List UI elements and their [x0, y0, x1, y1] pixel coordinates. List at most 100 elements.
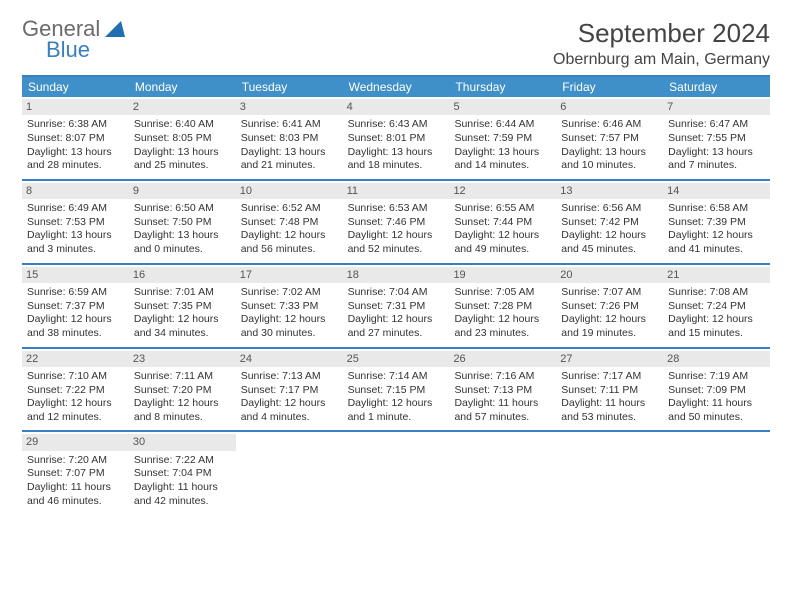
sunrise-text: Sunrise: 6:46 AM [561, 118, 658, 132]
sunrise-text: Sunrise: 7:16 AM [454, 370, 551, 384]
sunrise-text: Sunrise: 7:19 AM [668, 370, 765, 384]
title-block: September 2024 Obernburg am Main, German… [553, 18, 770, 69]
day1-text: Daylight: 12 hours [561, 229, 658, 243]
sunrise-text: Sunrise: 7:02 AM [241, 286, 338, 300]
sunset-text: Sunset: 7:44 PM [454, 216, 551, 230]
calendar: SundayMondayTuesdayWednesdayThursdayFrid… [22, 75, 770, 514]
day-number: 9 [129, 183, 236, 199]
day-number: 22 [22, 351, 129, 367]
weeks-container: 1Sunrise: 6:38 AMSunset: 8:07 PMDaylight… [22, 97, 770, 514]
sunrise-text: Sunrise: 6:47 AM [668, 118, 765, 132]
day2-text: and 41 minutes. [668, 243, 765, 257]
sunset-text: Sunset: 7:37 PM [27, 300, 124, 314]
sail-icon [105, 21, 127, 43]
sunset-text: Sunset: 7:55 PM [668, 132, 765, 146]
day1-text: Daylight: 13 hours [561, 146, 658, 160]
day-cell: 13Sunrise: 6:56 AMSunset: 7:42 PMDayligh… [556, 181, 663, 263]
day-cell: 17Sunrise: 7:02 AMSunset: 7:33 PMDayligh… [236, 265, 343, 347]
sunrise-text: Sunrise: 6:53 AM [348, 202, 445, 216]
day2-text: and 56 minutes. [241, 243, 338, 257]
header-bar: General Blue September 2024 Obernburg am… [22, 18, 770, 69]
sunset-text: Sunset: 7:35 PM [134, 300, 231, 314]
day-cell-empty [236, 432, 343, 514]
sunset-text: Sunset: 7:28 PM [454, 300, 551, 314]
sunset-text: Sunset: 7:22 PM [27, 384, 124, 398]
sunset-text: Sunset: 7:39 PM [668, 216, 765, 230]
day-number: 27 [556, 351, 663, 367]
day2-text: and 18 minutes. [348, 159, 445, 173]
day2-text: and 8 minutes. [134, 411, 231, 425]
day2-text: and 15 minutes. [668, 327, 765, 341]
day-cell: 14Sunrise: 6:58 AMSunset: 7:39 PMDayligh… [663, 181, 770, 263]
day1-text: Daylight: 13 hours [134, 229, 231, 243]
week-row: 8Sunrise: 6:49 AMSunset: 7:53 PMDaylight… [22, 181, 770, 265]
week-row: 1Sunrise: 6:38 AMSunset: 8:07 PMDaylight… [22, 97, 770, 181]
day-number: 8 [22, 183, 129, 199]
sunrise-text: Sunrise: 7:22 AM [134, 454, 231, 468]
weekday-header: Wednesday [343, 77, 450, 97]
day-cell: 8Sunrise: 6:49 AMSunset: 7:53 PMDaylight… [22, 181, 129, 263]
weekday-header: Friday [556, 77, 663, 97]
sunrise-text: Sunrise: 7:13 AM [241, 370, 338, 384]
day1-text: Daylight: 12 hours [348, 397, 445, 411]
day1-text: Daylight: 12 hours [241, 229, 338, 243]
day-cell: 20Sunrise: 7:07 AMSunset: 7:26 PMDayligh… [556, 265, 663, 347]
day-number: 3 [236, 99, 343, 115]
day1-text: Daylight: 12 hours [134, 313, 231, 327]
day2-text: and 23 minutes. [454, 327, 551, 341]
sunrise-text: Sunrise: 6:44 AM [454, 118, 551, 132]
sunrise-text: Sunrise: 7:20 AM [27, 454, 124, 468]
day2-text: and 4 minutes. [241, 411, 338, 425]
day-cell: 22Sunrise: 7:10 AMSunset: 7:22 PMDayligh… [22, 349, 129, 431]
sunrise-text: Sunrise: 6:56 AM [561, 202, 658, 216]
sunset-text: Sunset: 7:13 PM [454, 384, 551, 398]
day-cell: 6Sunrise: 6:46 AMSunset: 7:57 PMDaylight… [556, 97, 663, 179]
weekday-header: Thursday [449, 77, 556, 97]
sunrise-text: Sunrise: 6:52 AM [241, 202, 338, 216]
weekday-header: Sunday [22, 77, 129, 97]
day-number: 24 [236, 351, 343, 367]
weekday-header-row: SundayMondayTuesdayWednesdayThursdayFrid… [22, 77, 770, 97]
day2-text: and 21 minutes. [241, 159, 338, 173]
sunrise-text: Sunrise: 6:38 AM [27, 118, 124, 132]
day-cell: 24Sunrise: 7:13 AMSunset: 7:17 PMDayligh… [236, 349, 343, 431]
day-number: 14 [663, 183, 770, 199]
day-number: 7 [663, 99, 770, 115]
sunrise-text: Sunrise: 7:14 AM [348, 370, 445, 384]
sunset-text: Sunset: 7:42 PM [561, 216, 658, 230]
day-cell: 4 Sunrise: 6:43 AMSunset: 8:01 PMDaylight… [343, 97, 450, 179]
day1-text: Daylight: 12 hours [348, 229, 445, 243]
day2-text: and 10 minutes. [561, 159, 658, 173]
day-number: 2 [129, 99, 236, 115]
day1-text: Daylight: 11 hours [27, 481, 124, 495]
weekday-header: Monday [129, 77, 236, 97]
day-number: 30 [129, 434, 236, 450]
sunset-text: Sunset: 7:26 PM [561, 300, 658, 314]
day-number: 6 [556, 99, 663, 115]
day2-text: and 25 minutes. [134, 159, 231, 173]
sunset-text: Sunset: 8:01 PM [348, 132, 445, 146]
sunset-text: Sunset: 7:31 PM [348, 300, 445, 314]
day1-text: Daylight: 13 hours [241, 146, 338, 160]
day-number: 4 [343, 99, 450, 115]
day-cell: 5Sunrise: 6:44 AMSunset: 7:59 PMDaylight… [449, 97, 556, 179]
day-cell: 12Sunrise: 6:55 AMSunset: 7:44 PMDayligh… [449, 181, 556, 263]
day-number: 18 [343, 267, 450, 283]
weekday-header: Tuesday [236, 77, 343, 97]
sunrise-text: Sunrise: 6:43 AM [348, 118, 445, 132]
day-number: 19 [449, 267, 556, 283]
day1-text: Daylight: 11 hours [134, 481, 231, 495]
day2-text: and 3 minutes. [27, 243, 124, 257]
day-number: 16 [129, 267, 236, 283]
day1-text: Daylight: 12 hours [134, 397, 231, 411]
sunrise-text: Sunrise: 6:41 AM [241, 118, 338, 132]
day2-text: and 28 minutes. [27, 159, 124, 173]
day-cell: 26Sunrise: 7:16 AMSunset: 7:13 PMDayligh… [449, 349, 556, 431]
day-cell: 9Sunrise: 6:50 AMSunset: 7:50 PMDaylight… [129, 181, 236, 263]
day1-text: Daylight: 12 hours [668, 313, 765, 327]
day-cell-empty [343, 432, 450, 514]
day2-text: and 27 minutes. [348, 327, 445, 341]
sunrise-text: Sunrise: 7:04 AM [348, 286, 445, 300]
day1-text: Daylight: 12 hours [454, 229, 551, 243]
day1-text: Daylight: 13 hours [348, 146, 445, 160]
